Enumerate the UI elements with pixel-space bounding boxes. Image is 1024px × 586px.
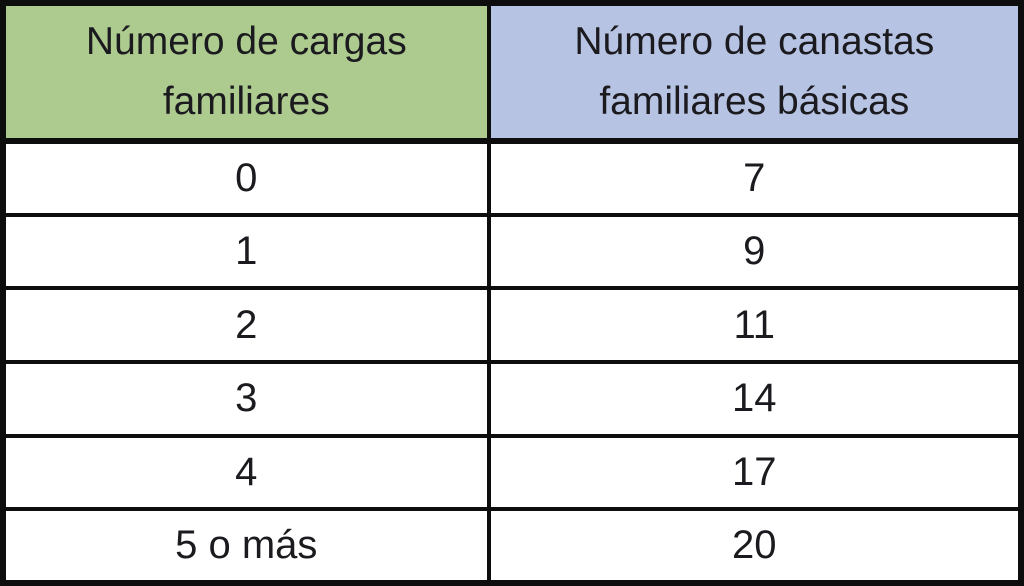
- table-row: 5 o más 20: [0, 507, 1024, 586]
- cell-cargas: 3: [0, 359, 491, 438]
- cell-canastas: 14: [486, 359, 1024, 438]
- cell-cargas: 5 o más: [0, 507, 491, 586]
- cell-canastas: 17: [486, 433, 1024, 512]
- table-header-row: Número de cargas familiares Número de ca…: [0, 0, 1024, 144]
- cell-cargas: 2: [0, 286, 491, 364]
- cell-canastas: 11: [486, 286, 1024, 364]
- table-row: 0 7: [0, 138, 1024, 217]
- table-row: 1 9: [0, 212, 1024, 291]
- table-row: 3 14: [0, 359, 1024, 438]
- cell-canastas: 9: [486, 212, 1024, 291]
- table-row: 4 17: [0, 433, 1024, 512]
- cell-canastas: 20: [486, 507, 1024, 586]
- cell-cargas: 0: [0, 138, 491, 217]
- header-cell-cargas: Número de cargas familiares: [0, 0, 491, 144]
- cell-cargas: 4: [0, 433, 491, 512]
- cell-canastas: 7: [486, 138, 1024, 217]
- table-row: 2 11: [0, 286, 1024, 364]
- table-body: 0 7 1 9 2 11 3 14 4 17 5 o más 20: [0, 138, 1024, 586]
- header-cell-canastas: Número de canastas familiares básicas: [486, 0, 1024, 144]
- cell-cargas: 1: [0, 212, 491, 291]
